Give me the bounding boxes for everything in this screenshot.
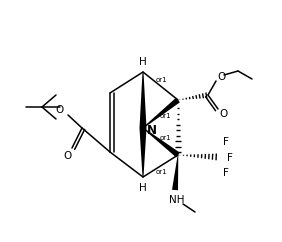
Polygon shape: [172, 155, 178, 190]
Text: F: F: [223, 168, 229, 178]
Text: O: O: [218, 72, 226, 82]
Text: F: F: [223, 137, 229, 147]
Text: or1: or1: [159, 135, 171, 141]
Polygon shape: [140, 72, 147, 128]
Text: F: F: [227, 153, 233, 163]
Text: or1: or1: [155, 77, 167, 83]
Text: O: O: [63, 151, 71, 161]
Polygon shape: [143, 98, 180, 129]
Text: H: H: [139, 183, 147, 193]
Polygon shape: [143, 128, 180, 157]
Text: H: H: [139, 57, 147, 67]
Text: NH: NH: [169, 195, 185, 205]
Text: or1: or1: [159, 113, 171, 119]
Text: O: O: [56, 105, 64, 115]
Polygon shape: [140, 128, 147, 177]
Text: or1: or1: [155, 169, 167, 175]
Text: O: O: [220, 109, 228, 119]
Text: N: N: [147, 123, 157, 136]
